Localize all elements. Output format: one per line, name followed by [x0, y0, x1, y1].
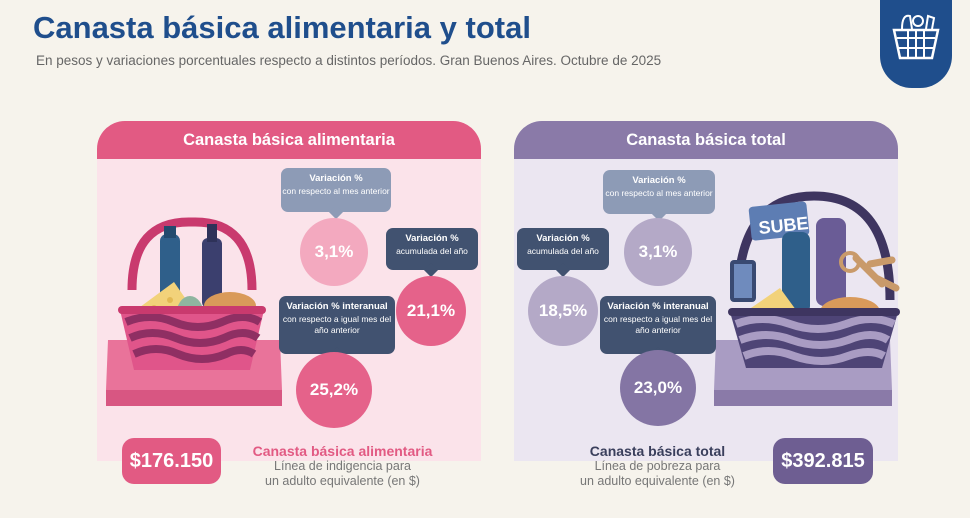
cba-amount: $176.150 [122, 438, 221, 484]
cbt-monthly-tag: Variación % con respecto al mes anterior [603, 170, 715, 214]
cba-monthly-tag: Variación % con respecto al mes anterior [281, 168, 391, 212]
cbt-yoy-title: Variación % interanual [607, 301, 709, 312]
cbt-label-title: Canasta básica total [589, 443, 726, 459]
cba-label-sub1: Línea de indigencia para [274, 459, 411, 473]
cbt-label: Canasta básica total Línea de pobreza pa… [555, 443, 760, 489]
cbt-ytd-desc: acumulada del año [527, 246, 599, 257]
cbt-monthly-value: 3,1% [624, 218, 692, 286]
cbt-yoy-value: 23,0% [620, 350, 696, 426]
cbt-amount: $392.815 [773, 438, 873, 484]
cba-yoy-value: 25,2% [296, 352, 372, 428]
cba-monthly-title: Variación % [309, 173, 363, 184]
page-title: Canasta básica alimentaria y total [33, 10, 531, 45]
cbt-monthly-desc: con respecto al mes anterior [605, 188, 713, 199]
cbt-label-sub2: un adulto equivalente (en $) [580, 474, 735, 488]
basket-icon [892, 14, 940, 60]
cbt-yoy-tag: Variación % interanual con respecto a ig… [600, 296, 716, 354]
cba-label-title: Canasta básica alimentaria [252, 443, 433, 459]
cba-ytd-desc: acumulada del año [396, 246, 468, 257]
cbt-monthly-title: Variación % [632, 175, 686, 186]
page-subtitle: En pesos y variaciones porcentuales resp… [36, 53, 662, 68]
food-basket-icon [118, 217, 266, 370]
goods-basket-icon: SUBE [728, 191, 900, 368]
cba-header: Canasta básica alimentaria [97, 121, 481, 159]
cba-yoy-desc: con respecto a igual mes del año anterio… [282, 314, 392, 335]
cba-yoy-tag: Variación % interanual con respecto a ig… [279, 296, 395, 354]
cbt-yoy-desc: con respecto a igual mes del año anterio… [603, 314, 713, 335]
cba-label-sub2: un adulto equivalente (en $) [265, 474, 420, 488]
cba-ytd-value: 21,1% [396, 276, 466, 346]
cba-monthly-value: 3,1% [300, 218, 368, 286]
cba-yoy-title: Variación % interanual [286, 301, 388, 312]
cbt-ytd-value: 18,5% [528, 276, 598, 346]
cba-label: Canasta básica alimentaria Línea de indi… [240, 443, 445, 489]
cba-ytd-title: Variación % [405, 233, 459, 244]
cbt-ytd-title: Variación % [536, 233, 590, 244]
cbt-header: Canasta básica total [514, 121, 898, 159]
cbt-label-sub1: Línea de pobreza para [594, 459, 721, 473]
logo-badge [880, 0, 952, 88]
cba-monthly-desc: con respecto al mes anterior [282, 186, 390, 197]
